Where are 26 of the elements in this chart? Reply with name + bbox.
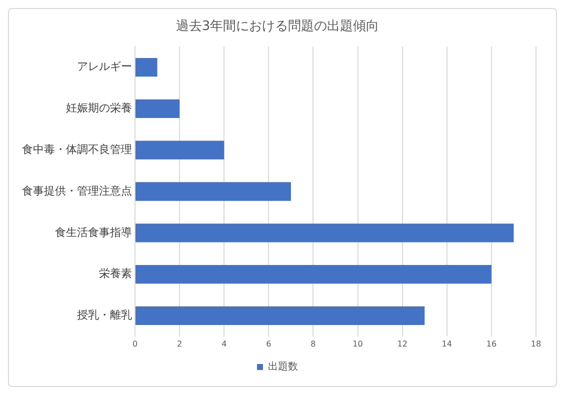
x-tick-label: 0 xyxy=(132,339,138,348)
bar xyxy=(136,264,492,284)
y-tick-label: 栄養素 xyxy=(99,267,132,280)
bar xyxy=(136,140,224,160)
x-tick-label: 18 xyxy=(530,339,542,348)
y-tick-label: 食中毒・体調不良管理 xyxy=(22,142,132,156)
bar xyxy=(136,58,158,77)
y-tick-label: 妊娠期の栄養 xyxy=(66,102,132,115)
y-tick-label: 食事提供・管理注意点 xyxy=(22,184,132,198)
bar xyxy=(136,306,425,326)
x-tick-label: 8 xyxy=(310,339,316,348)
bar xyxy=(136,224,514,242)
x-tick-label: 4 xyxy=(222,339,227,348)
y-tick-label: アレルギー xyxy=(77,60,132,74)
bar xyxy=(136,182,291,201)
y-tick-label: 授乳・離乳 xyxy=(77,308,132,322)
x-tick-label: 2 xyxy=(177,339,182,348)
x-tick-label: 10 xyxy=(352,339,363,348)
bar xyxy=(136,99,180,118)
chart-title: 過去3年間における問題の出題傾向 xyxy=(176,19,380,34)
legend-label: 出題数 xyxy=(268,360,298,373)
x-tick-label: 6 xyxy=(266,339,272,348)
x-tick-label: 16 xyxy=(486,339,497,348)
x-tick-label: 14 xyxy=(442,339,452,348)
x-tick-label: 12 xyxy=(397,339,408,348)
y-tick-label: 食生活食事指導 xyxy=(55,226,132,239)
